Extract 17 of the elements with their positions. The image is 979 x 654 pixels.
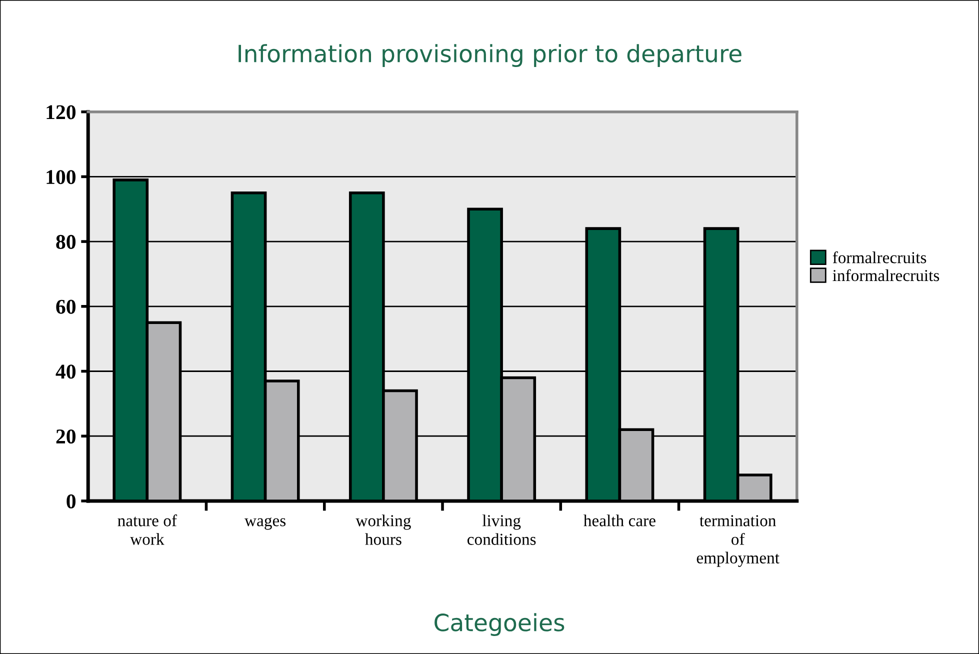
legend-label: formalrecruits (832, 251, 926, 264)
chart-title: Information provisioning prior to departure (238, 44, 742, 68)
x-tick-label: termination of employment (696, 515, 780, 567)
y-tick-label: 120 (46, 105, 76, 120)
x-tick-label: working hours (356, 514, 411, 545)
y-tick-label: 100 (46, 170, 76, 184)
x-tick-label: health care (584, 514, 656, 526)
y-tick-label: 80 (56, 234, 76, 249)
x-tick-label: living conditions (467, 514, 536, 545)
y-tick-label: 20 (56, 429, 76, 444)
legend-label: informalrecruits (832, 269, 940, 282)
y-tick-label: 40 (56, 364, 76, 379)
x-axis-title: Categoeies (434, 613, 564, 636)
y-tick-label: 60 (56, 300, 76, 314)
x-tick-label: wages (244, 518, 286, 530)
y-tick-label: 0 (66, 494, 76, 508)
x-tick-label: nature of work (118, 514, 178, 545)
